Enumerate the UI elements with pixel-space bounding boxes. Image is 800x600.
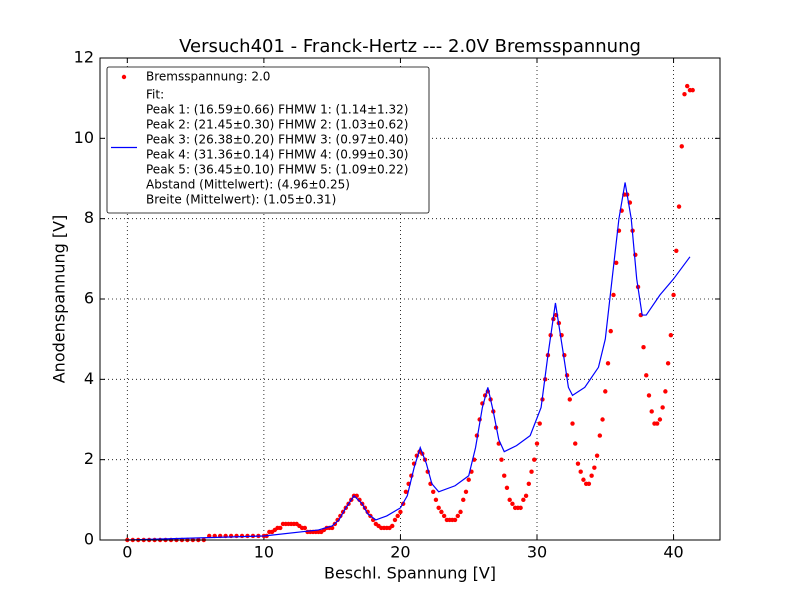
data-point [663,389,668,394]
data-point [665,361,671,366]
data-point [644,373,649,378]
data-point [600,417,605,422]
data-point [278,525,283,531]
y-tick-label: 12 [74,48,94,67]
data-point [682,91,687,97]
data-point [660,405,665,410]
data-point [395,513,400,519]
y-tick-label: 8 [84,208,94,227]
data-point [507,497,512,503]
data-point [649,409,654,414]
data-point [504,485,510,490]
data-point [597,433,603,438]
data-point [573,441,578,446]
legend-label: Peak 5: (36.45±0.10) FHMW 5: (1.09±0.22) [146,163,408,177]
y-axis-label: Anodenspannung [V] [50,215,69,384]
data-point [671,292,676,298]
legend-box [106,66,430,214]
data-point [499,457,504,462]
data-point [436,505,441,511]
data-point [403,489,409,494]
y-tick-label: 0 [84,530,94,549]
data-point [335,517,340,523]
legend-label: Peak 1: (16.59±0.66) FHMW 1: (1.14±1.32) [146,103,408,117]
data-point [439,509,444,515]
data-point [431,489,436,494]
data-point [433,497,439,503]
data-point [685,83,690,89]
y-tick-label: 2 [84,449,94,468]
data-point [578,469,583,474]
data-point [581,477,586,482]
data-point [592,465,597,470]
data-point [463,489,469,494]
y-tick-label: 6 [84,289,94,308]
data-point [518,505,523,511]
legend-label: Peak 4: (31.36±0.14) FHMW 4: (0.99±0.30) [146,148,408,162]
data-point [586,481,592,486]
legend-label: Peak 2: (21.45±0.30) FHMW 2: (1.03±0.62) [146,118,408,132]
data-point [392,517,398,523]
data-point [690,87,695,93]
data-point [458,509,463,515]
x-axis-label: Beschl. Spannung [V] [324,564,496,583]
data-point [614,260,619,266]
data-point [676,204,682,209]
data-point [594,453,600,458]
fit-line [127,182,691,541]
y-tick-label: 4 [84,369,94,388]
legend-label: Fit: [146,88,164,102]
x-tick-label: 20 [390,543,410,562]
data-point [679,144,684,149]
legend-label: Breite (Mittelwert): (1.05±0.31) [146,193,336,207]
y-tick-label: 10 [74,128,94,147]
chart-title: Versuch401 - Franck-Hertz --- 2.0V Brems… [179,36,641,57]
data-point [646,393,652,398]
x-tick-label: 0 [122,543,132,562]
data-point [502,473,507,478]
data-point [510,501,515,507]
x-tick-label: 10 [254,543,274,562]
data-point [466,477,471,482]
data-point [605,361,611,366]
data-point [441,513,447,519]
data-point [589,473,594,478]
data-point [390,523,395,529]
legend-label: Bremsspannung: 2.0 [146,70,270,84]
data-point [302,525,308,531]
data-point [537,421,542,426]
data-point [608,328,613,334]
data-point [461,497,466,503]
data-point [570,421,575,426]
data-point [654,421,660,426]
x-tick-label: 40 [663,543,683,562]
legend: Bremsspannung: 2.0 Fit:Peak 1: (16.59±0.6… [106,66,430,214]
data-point [234,533,239,539]
data-point [674,248,679,253]
data-point [603,389,608,394]
data-point [668,332,674,338]
x-tick-label: 30 [527,543,547,562]
data-point [611,292,616,298]
data-point [529,469,534,474]
legend-label: Abstand (Mittelwert): (4.96±0.25) [146,178,350,192]
data-point [567,397,572,402]
data-point [526,481,532,486]
data-point [521,497,526,503]
data-point [523,493,529,499]
data-point [575,461,581,466]
data-point [641,345,646,350]
legend-label: Peak 3: (26.38±0.20) FHMW 3: (0.97±0.40) [146,133,408,147]
data-point [657,417,663,422]
data-point [532,457,537,462]
legend-marker [121,74,127,80]
data-point [534,441,540,446]
data-point [452,517,458,523]
data-point [455,513,460,519]
axes-frame [99,57,721,541]
data-point [398,509,403,515]
